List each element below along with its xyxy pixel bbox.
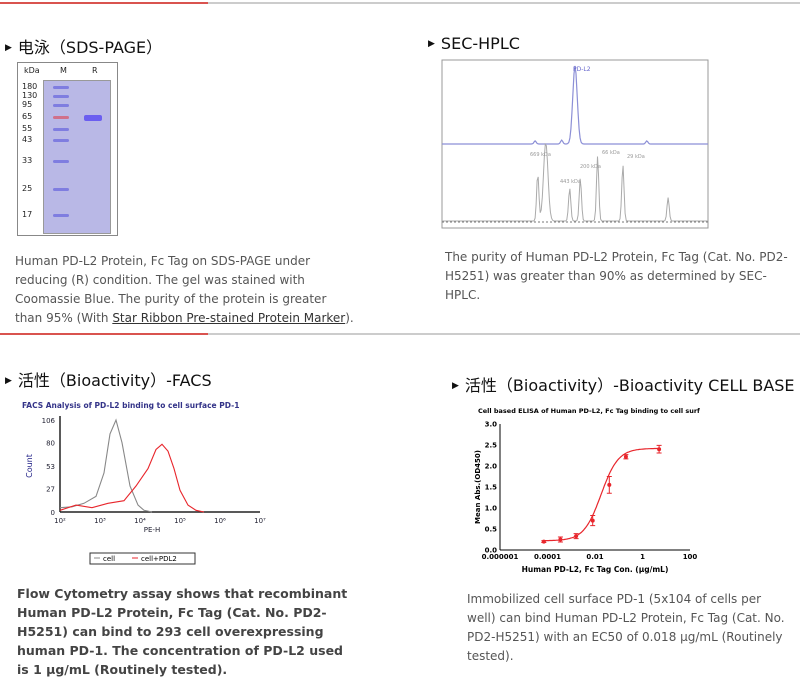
y-axis-label: Mean Abs.(OD450) — [474, 450, 482, 524]
x-tick-label: 0.000001 — [482, 553, 519, 561]
sds-title: ▶ 电泳（SDS-PAGE） — [5, 34, 162, 58]
sds-gel-image: kDa M R 180 130 95 65 55 43 33 25 17 — [17, 62, 118, 236]
x-axis-label: PE-H — [144, 526, 160, 534]
sec-title: ▶ SEC-HPLC — [428, 34, 520, 53]
y-tick-label: 27 — [46, 486, 55, 494]
sec-hplc-chart: PD-L2 669 kDa 443 kDa 200 kDa 66 kDa 29 kDa — [441, 59, 709, 229]
x-tick-label: 10⁷ — [254, 517, 266, 525]
legend-label: cell — [103, 555, 115, 563]
peak-label: 200 kDa — [580, 164, 601, 170]
marker-band — [53, 116, 69, 119]
facs-title-text: 活性（Bioactivity）-FACS — [17, 371, 212, 390]
y-tick-label: 0.0 — [485, 547, 498, 555]
elisa-title-text: 活性（Bioactivity）-Bioactivity CELL BASE — [464, 376, 795, 395]
marker-band — [53, 188, 69, 191]
data-point — [574, 534, 579, 539]
fit-curve — [542, 447, 660, 542]
marker-label: 43 — [22, 135, 33, 144]
sds-caption: Human PD-L2 Protein, Fc Tag on SDS-PAGE … — [15, 254, 354, 325]
marker-band — [53, 104, 69, 107]
marker-label: 33 — [22, 156, 33, 165]
chart-title: Cell based ELISA of Human PD-L2, Fc Tag … — [478, 407, 700, 415]
x-tick-label: 0.01 — [586, 553, 603, 561]
gel-header-r: R — [92, 66, 98, 75]
facs-chart: FACS Analysis of PD-L2 binding to cell s… — [22, 401, 266, 565]
marker-band — [53, 160, 69, 163]
bullet-icon: ▶ — [5, 43, 12, 53]
bullet-icon: ▶ — [5, 376, 12, 386]
marker-label: 25 — [22, 184, 33, 193]
y-tick-label: 1.5 — [485, 484, 498, 492]
x-tick-label: 10⁴ — [134, 517, 146, 525]
peak-label: 29 kDa — [627, 154, 645, 160]
facs-title: ▶ 活性（Bioactivity）-FACS — [5, 367, 212, 391]
bullet-icon: ▶ — [428, 39, 435, 49]
y-tick-label: 2.0 — [485, 463, 498, 471]
marker-link[interactable]: Star Ribbon Pre-stained Protein Marker — [112, 311, 346, 325]
y-tick-label: 0 — [51, 509, 55, 517]
data-point — [657, 447, 662, 452]
marker-band — [53, 139, 69, 142]
data-point — [623, 454, 628, 459]
series-cell-PDL2 — [59, 443, 205, 513]
y-tick-label: 0.5 — [485, 526, 498, 534]
bullet-icon: ▶ — [452, 381, 459, 391]
marker-band — [53, 128, 69, 131]
marker-band — [53, 86, 69, 89]
marker-band — [53, 214, 69, 217]
marker-label: 95 — [22, 100, 33, 109]
divider-middle — [0, 333, 800, 335]
marker-label: 17 — [22, 210, 33, 219]
marker-label: 180 — [22, 82, 38, 91]
series-cell — [59, 418, 153, 513]
marker-label: 130 — [22, 91, 38, 100]
marker-band — [53, 95, 69, 98]
elisa-chart: Cell based ELISA of Human PD-L2, Fc Tag … — [474, 407, 700, 574]
gel-header-m: M — [60, 66, 67, 75]
data-point — [541, 539, 546, 544]
x-tick-label: 1 — [640, 553, 645, 561]
peak-label: 669 kDa — [530, 152, 551, 158]
facs-caption: Flow Cytometry assay shows that recombin… — [17, 586, 348, 677]
sample-band — [84, 115, 102, 121]
peak-label: PD-L2 — [573, 66, 591, 73]
chart-title: FACS Analysis of PD-L2 binding to cell s… — [22, 401, 239, 410]
divider-top — [0, 2, 800, 4]
peak-label: 443 kDa — [560, 179, 581, 185]
x-tick-label: 100 — [683, 553, 698, 561]
x-axis-label: Human PD-L2, Fc Tag Con. (μg/mL) — [522, 565, 669, 574]
x-tick-label: 0.0001 — [534, 553, 561, 561]
marker-label: 55 — [22, 124, 33, 133]
elisa-caption: Immobilized cell surface PD-1 (5x104 of … — [467, 592, 785, 663]
y-tick-label: 2.5 — [485, 442, 498, 450]
y-tick-label: 53 — [46, 463, 55, 471]
sec-caption: The purity of Human PD-L2 Protein, Fc Ta… — [445, 250, 788, 302]
x-tick-label: 10⁶ — [214, 517, 226, 525]
legend-box — [89, 552, 196, 565]
data-point — [558, 537, 563, 542]
gel-header-kda: kDa — [24, 66, 40, 75]
x-tick-label: 10³ — [94, 517, 106, 525]
y-tick-label: 106 — [42, 417, 56, 425]
trace-pd-l2-sample — [442, 65, 708, 145]
data-point — [590, 518, 595, 523]
y-tick-label: 80 — [46, 440, 55, 448]
elisa-title: ▶ 活性（Bioactivity）-Bioactivity CELL BASE — [452, 372, 795, 396]
x-tick-label: 10⁵ — [174, 517, 186, 525]
peak-label: 66 kDa — [602, 150, 620, 156]
y-tick-label: 1.0 — [485, 505, 498, 513]
sec-title-text: SEC-HPLC — [440, 34, 520, 53]
sds-title-text: 电泳（SDS-PAGE） — [17, 38, 163, 57]
y-tick-label: 3.0 — [485, 421, 498, 429]
data-point — [607, 482, 612, 487]
x-tick-label: 10² — [54, 517, 66, 525]
trace-standards — [442, 142, 708, 222]
y-axis-label: Count — [25, 454, 34, 478]
marker-label: 65 — [22, 112, 33, 121]
legend-label: cell+PDL2 — [141, 555, 177, 563]
